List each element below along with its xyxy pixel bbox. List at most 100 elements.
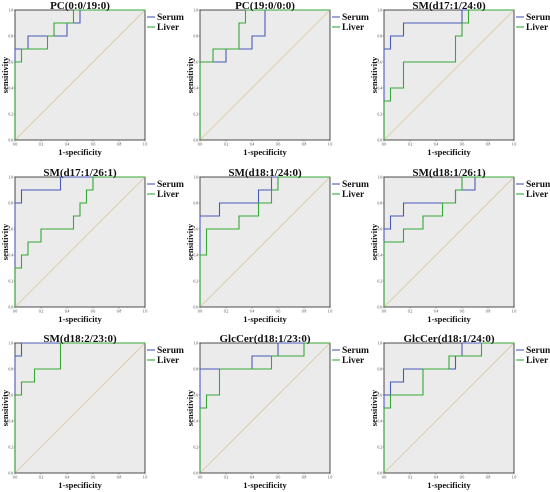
x-axis-label: 1-specificity — [58, 314, 102, 324]
legend-label-serum: Serum — [157, 346, 184, 356]
x-tick-label: 0.0 — [382, 310, 387, 314]
x-tick-label: 0.6 — [460, 310, 465, 314]
x-tick-label: 0.2 — [224, 143, 229, 147]
x-tick-label: 0.2 — [39, 476, 44, 480]
x-tick-label: 0.0 — [13, 476, 18, 480]
y-tick-label: 0.2 — [9, 279, 14, 283]
reference-line — [383, 176, 515, 308]
series-line-serum — [199, 342, 330, 473]
x-tick-label: 0.4 — [250, 310, 255, 314]
x-tick-label: 0.8 — [486, 143, 491, 147]
chart-title: GlcCer(d18:1/23:0) — [219, 333, 310, 345]
series-line-liver — [14, 342, 145, 473]
x-tick-label: 0.0 — [382, 476, 387, 480]
x-tick-label: 0.4 — [65, 476, 70, 480]
series-line-liver — [383, 9, 514, 140]
y-tick-label: 0.6 — [9, 227, 14, 231]
roc-panel: 0.00.0 0.2 0.2 0.4 0.4 0.6 0.6 0.8 0.8 1.0 1.0 SM(d… — [185, 167, 369, 324]
reference-line — [14, 176, 146, 308]
series-line-serum — [383, 9, 514, 140]
x-tick-label: 0.4 — [65, 310, 70, 314]
y-tick-label: 0.2 — [378, 112, 383, 116]
x-tick-label: 0.4 — [250, 476, 255, 480]
reference-line — [383, 9, 515, 141]
y-tick-label: 0.6 — [9, 60, 14, 64]
chart-title: PC(19:0/0:0) — [235, 0, 295, 12]
roc-panel: 0.00.0 0.2 0.2 0.4 0.4 0.6 0.6 0.8 0.8 1.0 1.0 PC(1… — [185, 0, 369, 157]
y-tick-label: 0.0 — [9, 305, 14, 309]
legend-label-liver: Liver — [526, 190, 549, 200]
reference-line — [14, 342, 146, 474]
y-tick-label: 0.4 — [378, 253, 383, 257]
y-axis-label: sensitivity — [0, 389, 10, 426]
y-tick-label: 0.4 — [194, 86, 199, 90]
series-line-liver — [14, 9, 145, 140]
x-tick-label: 0.2 — [408, 476, 413, 480]
x-tick-label: 1.0 — [328, 143, 333, 147]
y-tick-label: 0.8 — [194, 34, 199, 38]
reference-line — [199, 176, 331, 308]
legend-label-serum: Serum — [157, 13, 184, 23]
x-tick-label: 1.0 — [512, 143, 517, 147]
x-tick-label: 0.8 — [302, 143, 307, 147]
y-tick-label: 1.0 — [378, 175, 383, 179]
series-line-liver — [14, 176, 145, 307]
y-tick-label: 1.0 — [378, 341, 383, 345]
y-tick-label: 0.2 — [378, 445, 383, 449]
y-tick-label: 0.0 — [194, 471, 199, 475]
legend-label-liver: Liver — [526, 356, 549, 366]
series-line-liver — [383, 176, 514, 307]
x-tick-label: 0.6 — [91, 476, 96, 480]
y-axis-label: sensitivity — [369, 56, 379, 93]
x-tick-label: 0.0 — [13, 310, 18, 314]
y-tick-label: 0.4 — [378, 86, 383, 90]
legend-label-serum: Serum — [526, 346, 550, 356]
y-tick-label: 1.0 — [9, 341, 14, 345]
chart-title: SM(d18:2/23:0) — [43, 333, 117, 345]
reference-line — [199, 342, 331, 474]
x-tick-label: 0.6 — [460, 143, 465, 147]
y-tick-label: 0.2 — [194, 279, 199, 283]
legend-label-serum: Serum — [526, 13, 550, 23]
y-tick-label: 0.8 — [9, 201, 14, 205]
reference-line — [383, 342, 515, 474]
y-tick-label: 0.6 — [378, 227, 383, 231]
y-axis-label: sensitivity — [185, 223, 195, 260]
x-tick-label: 0.6 — [460, 476, 465, 480]
y-tick-label: 0.2 — [194, 445, 199, 449]
x-tick-label: 0.0 — [198, 476, 203, 480]
x-tick-label: 0.4 — [434, 476, 439, 480]
x-tick-label: 1.0 — [328, 476, 333, 480]
y-axis-label: sensitivity — [0, 56, 10, 93]
series-line-liver — [199, 176, 330, 307]
legend-label-liver: Liver — [526, 23, 549, 33]
series-line-serum — [14, 176, 145, 307]
legend-label-liver: Liver — [342, 356, 365, 366]
x-tick-label: 0.2 — [224, 310, 229, 314]
chart-title: SM(d18:1/24:0) — [228, 167, 302, 179]
y-tick-label: 0.0 — [378, 305, 383, 309]
legend-label-serum: Serum — [526, 180, 550, 190]
x-tick-label: 0.4 — [434, 143, 439, 147]
y-axis-label: sensitivity — [185, 56, 195, 93]
series-line-liver — [199, 342, 330, 473]
y-tick-label: 0.0 — [194, 305, 199, 309]
x-tick-label: 0.4 — [250, 143, 255, 147]
y-tick-label: 0.2 — [9, 445, 14, 449]
y-tick-label: 0.0 — [9, 471, 14, 475]
series-line-liver — [383, 342, 514, 473]
roc-panel: 0.00.0 0.2 0.2 0.4 0.4 0.6 0.6 0.8 0.8 1.0 1.0 SM(d… — [369, 167, 550, 324]
y-tick-label: 0.4 — [378, 419, 383, 423]
chart-title: SM(d17:1/24:0) — [412, 0, 486, 12]
reference-line — [199, 9, 331, 141]
x-axis-label: 1-specificity — [243, 314, 287, 324]
x-axis-label: 1-specificity — [58, 480, 102, 490]
y-tick-label: 0.8 — [194, 201, 199, 205]
y-tick-label: 1.0 — [194, 341, 199, 345]
y-tick-label: 0.0 — [9, 138, 14, 142]
y-tick-label: 0.6 — [194, 393, 199, 397]
x-tick-label: 0.8 — [486, 310, 491, 314]
y-tick-label: 0.0 — [194, 138, 199, 142]
y-tick-label: 0.6 — [378, 60, 383, 64]
x-tick-label: 0.2 — [39, 143, 44, 147]
